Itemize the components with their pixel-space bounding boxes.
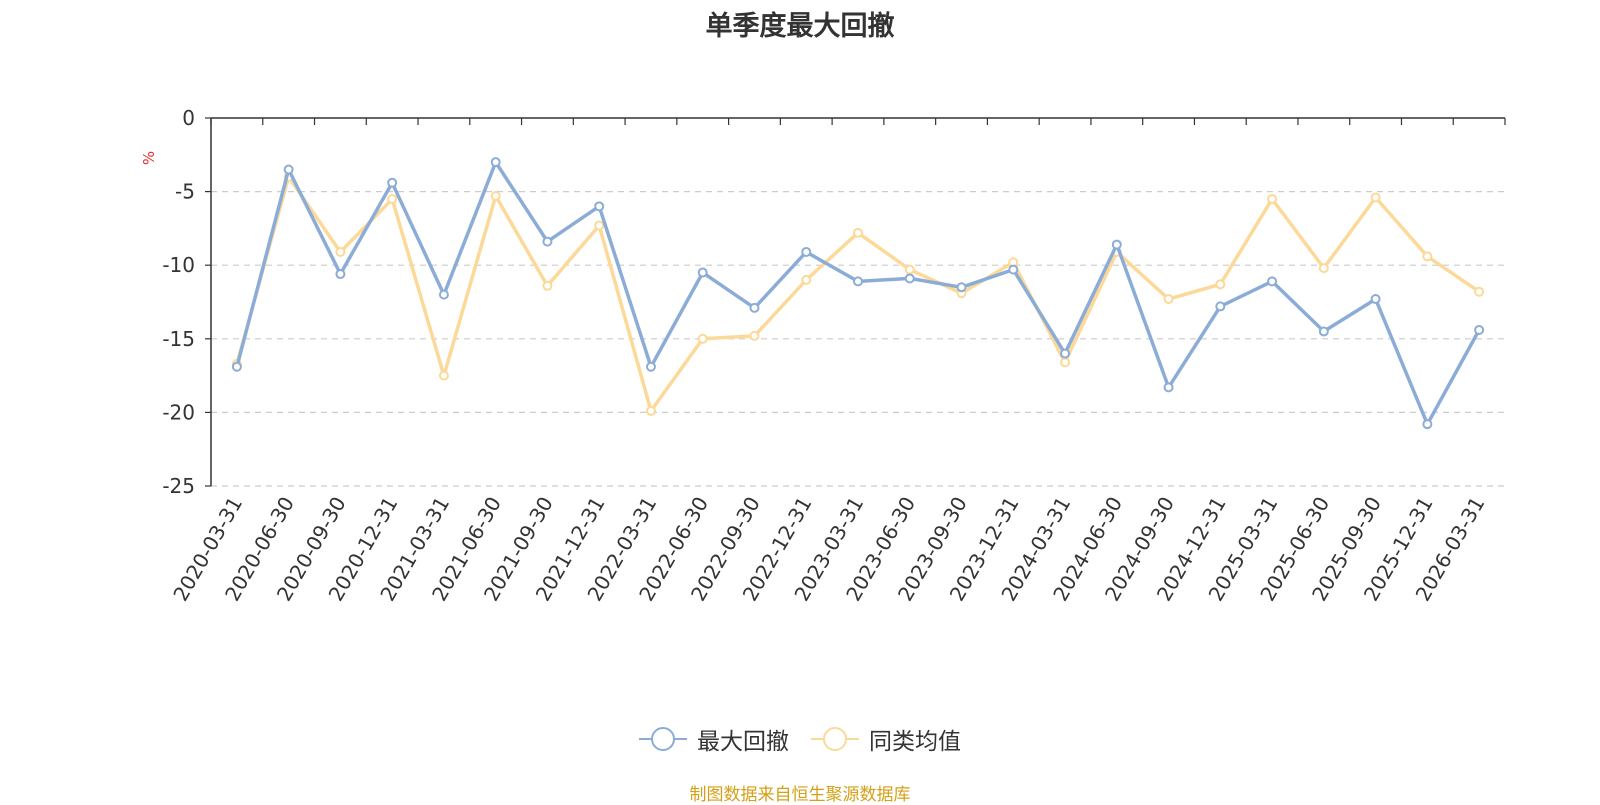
data-point-1 — [1422, 251, 1433, 262]
y-tick-label: -20 — [162, 400, 195, 424]
data-point-1 — [1163, 294, 1174, 305]
data-point-1 — [697, 333, 708, 344]
grid-layer — [211, 191, 1505, 487]
data-point-0 — [387, 177, 398, 188]
data-point-1 — [335, 246, 346, 257]
legend-swatch-max-drawdown — [639, 725, 687, 753]
legend-marker-icon — [651, 727, 675, 751]
y-tick-label: -5 — [175, 180, 195, 204]
data-point-1 — [1474, 286, 1485, 297]
data-point-0 — [1422, 419, 1433, 430]
data-point-0 — [749, 302, 760, 313]
data-point-0 — [1060, 348, 1071, 359]
y-tick-label: 0 — [182, 106, 195, 130]
data-point-0 — [1111, 239, 1122, 250]
chart-title: 单季度最大回撤 — [705, 11, 895, 42]
data-point-1 — [853, 227, 863, 238]
data-point-1 — [387, 193, 398, 204]
data-point-1 — [1370, 192, 1381, 203]
data-point-1 — [1060, 357, 1071, 368]
data-point-0 — [1008, 264, 1019, 275]
data-point-1 — [801, 274, 812, 285]
legend-swatch-peer-average — [811, 725, 859, 753]
data-point-1 — [1318, 263, 1329, 274]
legend-item-max-drawdown[interactable]: 最大回撤 — [639, 722, 789, 756]
data-point-1 — [542, 280, 553, 291]
y-tick-label: -25 — [162, 474, 195, 498]
series-layer — [231, 157, 1485, 430]
data-point-0 — [697, 267, 708, 278]
y-tick-label: -15 — [162, 327, 195, 351]
data-point-0 — [1318, 326, 1329, 337]
data-point-1 — [749, 330, 760, 341]
axis-layer — [205, 117, 1506, 487]
data-point-0 — [904, 273, 915, 284]
data-point-1 — [594, 220, 605, 231]
data-point-1 — [645, 405, 656, 416]
data-point-1 — [438, 370, 449, 381]
data-point-0 — [1370, 294, 1381, 305]
data-point-0 — [956, 282, 967, 293]
legend-item-peer-average[interactable]: 同类均值 — [811, 722, 961, 756]
data-point-0 — [645, 361, 656, 372]
source-note: 制图数据来自恒生聚源数据库 — [689, 785, 911, 805]
data-point-1 — [1267, 193, 1278, 204]
y-axis-label: % — [140, 151, 158, 165]
data-point-1 — [904, 264, 915, 275]
data-point-0 — [1163, 382, 1174, 393]
data-point-0 — [1267, 276, 1278, 287]
data-point-0 — [853, 276, 863, 287]
data-point-0 — [1215, 301, 1226, 312]
series-line-1 — [235, 175, 1481, 413]
data-point-0 — [1474, 324, 1485, 335]
data-point-0 — [231, 361, 242, 372]
data-point-0 — [542, 236, 553, 247]
data-point-1 — [1215, 279, 1226, 290]
data-point-0 — [283, 164, 294, 175]
legend-label-peer-average: 同类均值 — [869, 729, 961, 755]
data-point-1 — [490, 191, 501, 202]
data-point-0 — [594, 201, 605, 212]
data-point-0 — [490, 157, 501, 168]
legend-label-max-drawdown: 最大回撤 — [697, 729, 789, 755]
legend: 最大回撤 同类均值 — [0, 722, 1600, 756]
data-point-0 — [438, 289, 449, 300]
series-line-0 — [235, 160, 1481, 426]
label-layer: 0-5-10-15-20-25%2020-03-312020-06-302020… — [140, 106, 1489, 605]
y-tick-label: -10 — [162, 253, 195, 277]
legend-marker-icon — [823, 727, 847, 751]
data-point-0 — [801, 246, 812, 257]
data-point-0 — [335, 269, 346, 280]
